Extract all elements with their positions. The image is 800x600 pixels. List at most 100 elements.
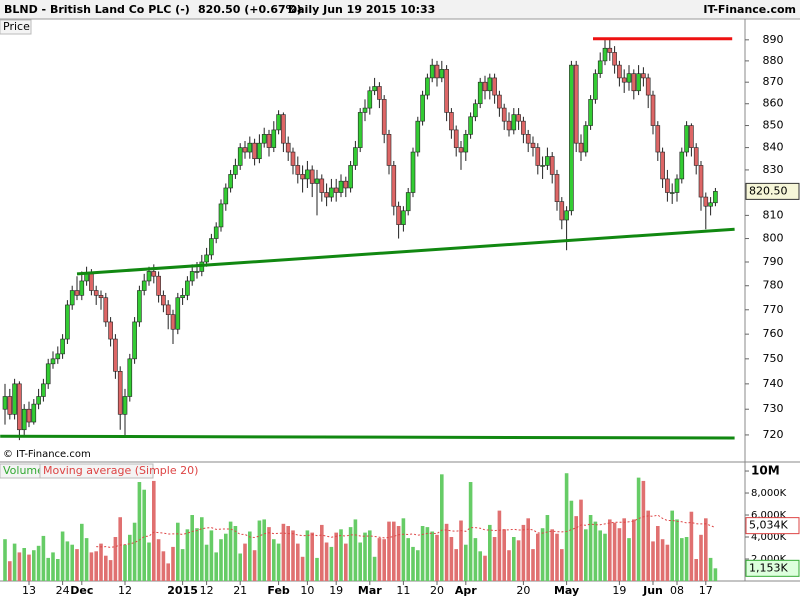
trend-line [76, 227, 735, 276]
candle-body [257, 142, 262, 160]
candle-body [98, 295, 104, 299]
x-tick-label: 11 [396, 584, 410, 597]
panel-label-box [0, 19, 32, 35]
volume-bar [598, 530, 602, 581]
volume-bar [123, 544, 127, 581]
candle-body [415, 120, 421, 153]
x-tick-label: 08 [670, 584, 684, 597]
volume-bar [329, 546, 334, 581]
volume-bar [531, 549, 535, 581]
candle-body [569, 64, 574, 212]
candle-body [261, 134, 267, 144]
candle-body [607, 47, 613, 53]
volume-bar [334, 532, 338, 581]
candle-body [386, 134, 392, 166]
candle-body [439, 69, 445, 79]
volume-bar [699, 534, 703, 581]
candle-body [381, 99, 387, 135]
volume-tick-label: 6,000K [751, 510, 787, 521]
volume-bar [252, 550, 257, 581]
volume-bar [416, 550, 420, 581]
ma-label: Moving average (Simple 20) [43, 464, 198, 477]
volume-bar [555, 533, 559, 581]
candle-body [449, 112, 454, 131]
volume-bar [636, 477, 641, 581]
volume-bar [94, 551, 98, 581]
candle-body [209, 238, 214, 256]
candle-body [593, 73, 598, 100]
volume-bar [248, 531, 252, 581]
volume-bar [704, 518, 708, 581]
volume-bar [176, 522, 180, 581]
volume-bar [291, 530, 295, 581]
candle-body [21, 408, 27, 431]
candle-body [703, 196, 709, 207]
volume-bar [344, 543, 348, 581]
volume-bar [694, 559, 698, 581]
volume-bar [689, 511, 694, 581]
volume-bar [382, 539, 386, 581]
candle-body [55, 353, 61, 360]
y-tick-label: 730 [763, 402, 784, 415]
y-tick-label: 750 [763, 352, 784, 365]
volume-bar [425, 527, 430, 581]
volume-bar [204, 544, 209, 581]
candle-body [535, 147, 541, 166]
x-tick-label: 20 [516, 584, 530, 597]
volume-bar [132, 522, 137, 581]
volume-bar [195, 528, 199, 581]
candle-body [545, 156, 550, 166]
volume-bar [32, 550, 36, 581]
volume-bar [641, 480, 646, 581]
volume-bar [152, 480, 156, 581]
x-tick-label: Feb [267, 584, 290, 597]
volume-bar [99, 543, 103, 581]
volume-bar [430, 531, 434, 581]
y-tick-label: 770 [763, 303, 784, 316]
candle-body [141, 280, 147, 291]
candle-body [540, 165, 545, 167]
candle-body [655, 125, 661, 153]
candle-body [295, 165, 301, 175]
candle-body [506, 120, 512, 131]
candle-body [473, 103, 478, 118]
volume-bar [363, 532, 367, 581]
candle-body [434, 64, 440, 79]
copyright: © IT-Finance.com [3, 449, 91, 460]
candle-body [65, 304, 70, 340]
volume-bar [300, 556, 305, 581]
volume-bar [214, 552, 218, 581]
volume-bar [219, 539, 223, 581]
candle-body [218, 203, 224, 228]
volume-bar [540, 528, 545, 581]
candle-body [602, 47, 608, 62]
volume-bar [675, 519, 679, 581]
volume-bar [60, 531, 65, 581]
volume-bar [435, 534, 439, 581]
candle-body [309, 169, 315, 184]
candle-body [482, 81, 488, 92]
candle-body [26, 408, 32, 423]
candle-body [348, 165, 353, 189]
price-text: 820.50 (+0.67%) [198, 3, 302, 16]
x-tick-label: 2015 [167, 584, 198, 597]
ma-label-box [39, 463, 154, 479]
y-tick-label: 860 [763, 97, 784, 110]
volume-bar [526, 518, 530, 581]
candle-body [60, 338, 65, 355]
candle-body [549, 156, 555, 175]
candle-body [497, 94, 502, 109]
candle-body [698, 165, 704, 198]
volume-bar [507, 550, 511, 581]
volume-bar [286, 526, 290, 581]
volume-bar [243, 543, 247, 581]
candle-body [305, 169, 310, 180]
candle-body [223, 187, 229, 205]
volume-bar [65, 541, 70, 581]
volume-bar [305, 530, 310, 581]
volume-bar [200, 517, 204, 581]
x-tick-label: 19 [612, 584, 626, 597]
y-tick-label: 830 [763, 163, 784, 176]
candle-body [161, 295, 166, 306]
volume-bar [70, 544, 74, 581]
